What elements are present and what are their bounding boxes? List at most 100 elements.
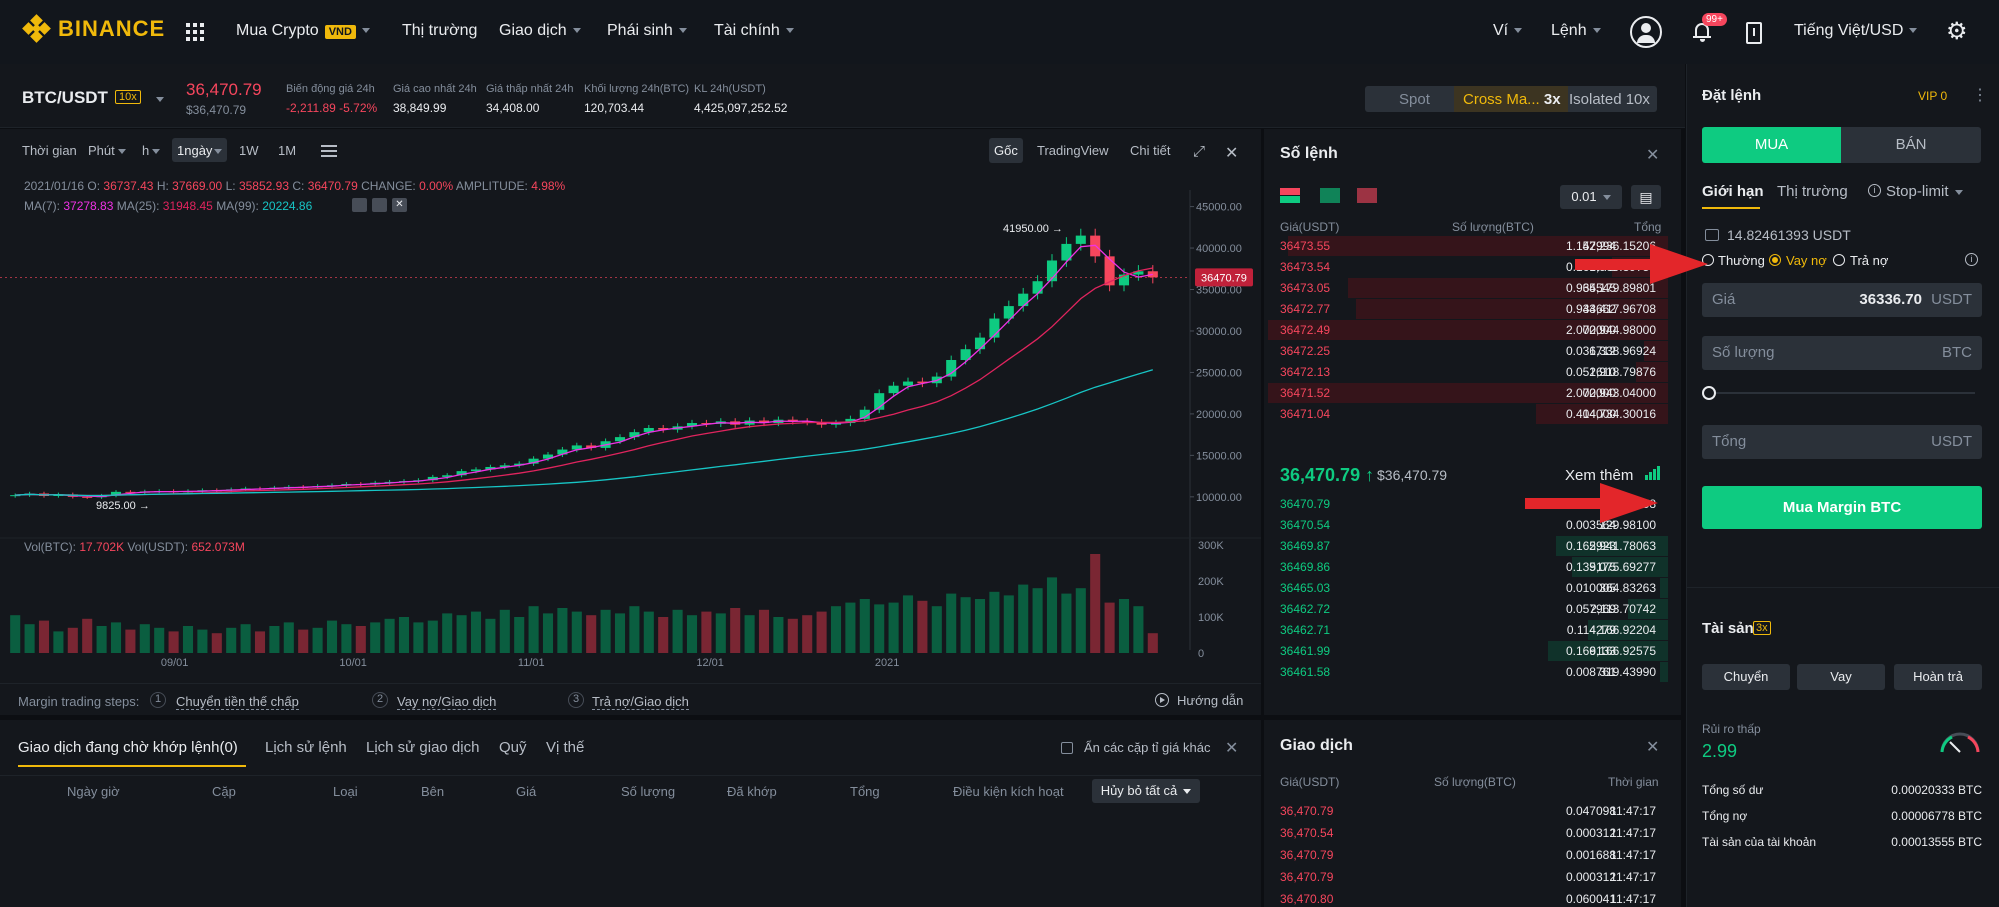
mode-cross[interactable]: Cross Ma... 3x xyxy=(1463,91,1561,108)
orders-panel xyxy=(0,720,1261,907)
candle-body xyxy=(10,495,21,497)
more-options-icon[interactable]: ⋮ xyxy=(1972,87,1988,104)
tick-size-select[interactable]: 0.01 xyxy=(1560,185,1622,209)
pair-symbol[interactable]: BTC/USDT xyxy=(22,88,108,107)
nav-orders[interactable]: Lệnh xyxy=(1551,22,1601,40)
info-icon[interactable]: i xyxy=(1868,184,1881,197)
view-bids-icon[interactable] xyxy=(1320,188,1340,203)
ask-row[interactable]: 36473.55 1.157994 42,236.15206 xyxy=(1268,236,1668,256)
eye-icon[interactable] xyxy=(352,198,367,212)
pair-dropdown-icon[interactable] xyxy=(156,97,164,102)
user-icon[interactable] xyxy=(1630,16,1662,48)
binance-logo[interactable]: BINANCE xyxy=(22,14,165,43)
amount-slider-handle[interactable] xyxy=(1702,386,1716,400)
bell-icon[interactable] xyxy=(1692,20,1712,42)
settings-icon[interactable] xyxy=(372,198,387,212)
orders-tab-open[interactable]: Giao dịch đang chờ khớp lệnh(0) xyxy=(18,739,238,756)
nav-finance[interactable]: Tài chính xyxy=(714,22,794,40)
bid-row[interactable]: 36461.58 0.008761 319.43990 xyxy=(1268,662,1668,682)
view-both-icon[interactable] xyxy=(1280,188,1300,203)
orderbook-close-icon[interactable]: ✕ xyxy=(1646,147,1660,164)
view-original[interactable]: Gốc xyxy=(994,143,1018,158)
price-chart[interactable]: 45000.00 40000.00 35000.00 30000.00 25000.00… xyxy=(0,190,1261,666)
step-2-link[interactable]: Vay nợ/Giao dịch xyxy=(397,694,497,710)
close-icon[interactable]: ✕ xyxy=(392,198,407,212)
language-selector[interactable]: Tiếng Việt/USD xyxy=(1794,22,1918,40)
ask-row[interactable]: 36471.04 0.404000 14,734.30016 xyxy=(1268,404,1668,424)
mode-isolated[interactable]: Isolated 10x xyxy=(1569,91,1650,108)
bid-row[interactable]: 36465.03 0.010005 364.83263 xyxy=(1268,578,1668,598)
volume-bar xyxy=(629,606,640,653)
interval-week[interactable]: 1W xyxy=(239,143,259,158)
mode-normal-radio[interactable] xyxy=(1702,254,1714,266)
orders-tab-history[interactable]: Lịch sử lệnh xyxy=(265,739,347,756)
print-icon[interactable]: ▤ xyxy=(1631,185,1661,209)
close-chart-icon[interactable]: ✕ xyxy=(1225,145,1239,162)
buy-margin-button[interactable]: Mua Margin BTC xyxy=(1702,486,1982,529)
transfer-button[interactable]: Chuyển xyxy=(1702,664,1790,690)
order-type-market[interactable]: Thị trường xyxy=(1777,183,1848,200)
orders-tab-trade-history[interactable]: Lịch sử giao dịch xyxy=(366,739,480,756)
total-field[interactable]: Tổng USDT xyxy=(1702,425,1982,459)
mode-borrow-radio[interactable] xyxy=(1769,254,1781,266)
interval-month[interactable]: 1M xyxy=(278,143,297,158)
ma-controls[interactable]: ✕ xyxy=(352,198,410,212)
interval-day[interactable]: 1ngày xyxy=(177,143,223,158)
volume-bar xyxy=(470,611,482,653)
step-3-link[interactable]: Trả nợ/Giao dịch xyxy=(592,694,689,710)
trades-close-icon[interactable]: ✕ xyxy=(1646,739,1660,756)
orders-tab-funds[interactable]: Quỹ xyxy=(499,739,527,756)
ask-row[interactable]: 36472.49 2.000000 72,944.98000 xyxy=(1268,320,1668,340)
nav-buy-crypto[interactable]: Mua Crypto VND xyxy=(236,22,370,40)
hide-pairs-checkbox[interactable] xyxy=(1061,742,1073,754)
volume-bar xyxy=(168,631,179,653)
buy-tab[interactable]: MUA xyxy=(1702,127,1841,163)
view-tradingview[interactable]: TradingView xyxy=(1037,143,1109,158)
settings-gear-icon[interactable]: ⚙ xyxy=(1946,18,1968,45)
guide-link[interactable]: Hướng dẫn xyxy=(1177,693,1244,708)
mode-info-icon[interactable]: i xyxy=(1965,253,1978,266)
ma25-line xyxy=(15,267,1153,497)
bid-row[interactable]: 36469.87 0.162923 5,941.78063 xyxy=(1268,536,1668,556)
ask-row[interactable]: 36471.52 2.000000 72,943.04000 xyxy=(1268,383,1668,403)
cancel-all-button[interactable]: Hủy bỏ tất cả xyxy=(1092,779,1200,803)
orders-close-icon[interactable]: ✕ xyxy=(1225,740,1239,757)
sell-tab[interactable]: BÁN xyxy=(1841,127,1981,163)
ask-row[interactable]: 36473.05 0.964545 35,179.89801 xyxy=(1268,278,1668,298)
interval-hour[interactable]: h xyxy=(142,143,161,158)
bid-row[interactable]: 36469.86 0.139175 5,075.69277 xyxy=(1268,557,1668,577)
repay-button[interactable]: Hoàn trả xyxy=(1894,664,1982,690)
nav-trade[interactable]: Giao dịch xyxy=(499,22,581,40)
borrow-button[interactable]: Vay xyxy=(1797,664,1885,690)
bid-row[interactable]: 36462.72 0.057969 2,113.70742 xyxy=(1268,599,1668,619)
see-more-link[interactable]: Xem thêm xyxy=(1565,467,1634,484)
apps-grid-icon[interactable] xyxy=(186,23,204,41)
nav-wallet[interactable]: Ví xyxy=(1493,22,1523,40)
view-detail[interactable]: Chi tiết xyxy=(1130,143,1171,158)
price-field[interactable]: Giá 36336.70 USDT xyxy=(1702,283,1982,317)
indicator-settings-icon[interactable] xyxy=(321,143,337,157)
order-type-limit[interactable]: Giới hạn xyxy=(1702,183,1764,200)
nav-market[interactable]: Thị trường xyxy=(402,22,478,39)
mode-repay-radio[interactable] xyxy=(1833,254,1845,266)
orders-tab-positions[interactable]: Vị thế xyxy=(546,739,585,756)
nav-derivatives[interactable]: Phái sinh xyxy=(607,22,687,40)
mode-spot[interactable]: Spot xyxy=(1399,91,1430,108)
ask-qty: 2.000000 xyxy=(1565,386,1616,400)
hide-pairs-label: Ẩn các cặp tỉ giá khác xyxy=(1084,740,1211,755)
interval-minute[interactable]: Phút xyxy=(88,143,126,158)
view-asks-icon[interactable] xyxy=(1357,188,1377,203)
play-icon[interactable] xyxy=(1155,693,1169,707)
step-1-link[interactable]: Chuyển tiền thế chấp xyxy=(176,694,299,710)
ask-row[interactable]: 36472.25 0.036712 1,338.96924 xyxy=(1268,341,1668,361)
order-type-stop[interactable]: Stop-limit xyxy=(1886,183,1963,200)
ask-row[interactable]: 36472.77 0.943662 34,417.96708 xyxy=(1268,299,1668,319)
amount-slider-track[interactable] xyxy=(1710,392,1975,394)
expand-icon[interactable]: ⤢ xyxy=(1193,143,1206,160)
quantity-field[interactable]: Số lượng BTC xyxy=(1702,336,1982,370)
ask-row[interactable]: 36472.13 0.052610 1,918.79876 xyxy=(1268,362,1668,382)
bid-row[interactable]: 36462.71 0.114279 4,166.92204 xyxy=(1268,620,1668,640)
ask-price: 36472.77 xyxy=(1280,302,1331,316)
download-icon[interactable] xyxy=(1746,22,1762,44)
bid-row[interactable]: 36461.99 0.169133 6,166.92575 xyxy=(1268,641,1668,661)
